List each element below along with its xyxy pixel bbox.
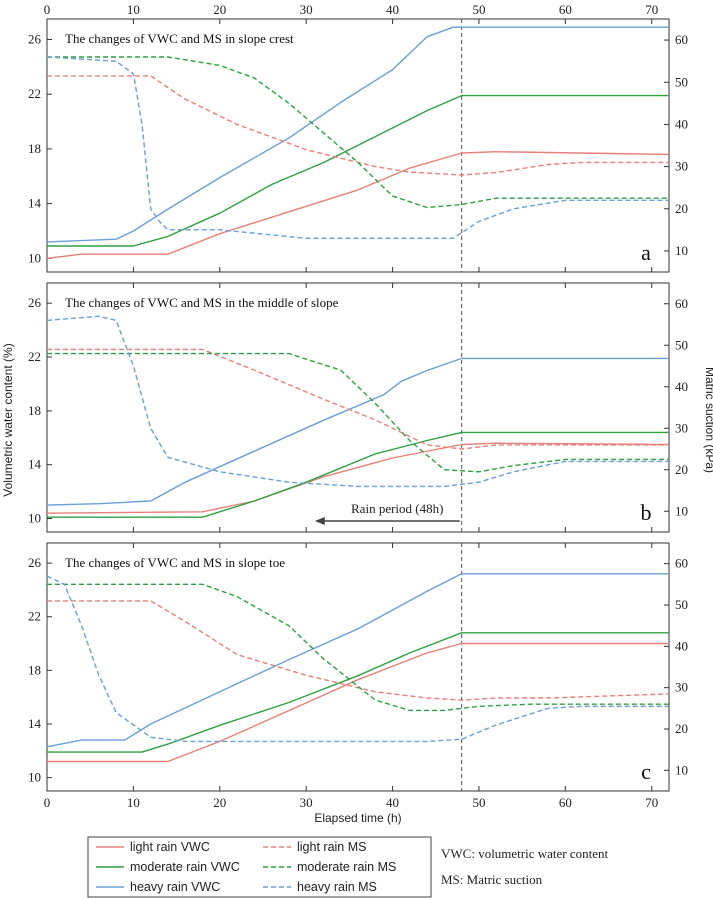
x-tick-label-top: 50 <box>472 2 485 17</box>
y-right-tick-label: 50 <box>675 337 688 352</box>
series-line-lightVWC <box>47 642 669 763</box>
series-line-lightMS <box>47 600 670 701</box>
series-line-lightMS <box>47 348 669 450</box>
x-tick-label: 10 <box>127 795 140 810</box>
x-tick-label: 60 <box>559 795 572 810</box>
x-tick-label: 0 <box>44 795 51 810</box>
x-tick-label-top: 10 <box>127 2 140 17</box>
legend: light rain VWC light rain MS moderate rain… <box>87 836 432 898</box>
y-right-tick-label: 60 <box>675 556 688 571</box>
y-right-tick-label: 10 <box>675 503 688 518</box>
chart-panels: 0 10 20 30 40 50 60 701014182226102030405060The… <box>28 2 688 810</box>
y-right-tick-label: 60 <box>675 32 688 47</box>
y-right-tick-label: 30 <box>675 680 688 695</box>
series-line-modVWC <box>47 632 669 753</box>
note-vwc: VWC: volumetric water content <box>441 846 609 861</box>
x-tick-label-top: 30 <box>300 2 313 17</box>
y-left-tick-label: 14 <box>28 196 42 211</box>
legend-label-lightMS: light rain MS <box>297 840 366 854</box>
series-line-heavyVWC <box>46 26 669 243</box>
y-right-tick-label: 30 <box>675 159 688 174</box>
y-right-tick-label: 60 <box>675 296 688 311</box>
y-left-tick-label: 14 <box>28 716 42 731</box>
y-left-tick-label: 10 <box>28 511 41 526</box>
legend-box <box>87 836 432 898</box>
x-axis-label: Elapsed time (h) <box>314 811 401 825</box>
x-tick-label-top: 60 <box>559 2 572 17</box>
x-tick-label: 30 <box>300 795 313 810</box>
y-right-tick-label: 20 <box>675 721 688 736</box>
arrow-head-icon <box>314 517 325 525</box>
panel-c: 0 10 20 30 40 50 60 701014182226102030405060The… <box>28 542 688 810</box>
series-line-modVWC <box>47 94 669 247</box>
y-left-tick-label: 10 <box>28 250 41 265</box>
panel-letter: c <box>641 759 651 784</box>
y-right-tick-label: 20 <box>675 462 688 477</box>
panel-title: The changes of VWC and MS in the middle … <box>65 295 339 310</box>
panel-title: The changes of VWC and MS in slope toe <box>65 555 285 570</box>
series-line-lightVWC <box>46 442 670 514</box>
series-line-heavyMS <box>46 315 669 488</box>
series-line-heavyVWC <box>46 357 669 506</box>
x-tick-label-top: 0 <box>44 2 51 17</box>
x-tick-label: 40 <box>386 795 399 810</box>
y-right-tick-label: 40 <box>675 116 688 131</box>
y-right-tick-label: 40 <box>675 379 688 394</box>
y-left-tick-label: 18 <box>28 662 41 677</box>
series-line-lightMS <box>47 75 669 176</box>
y-left-tick-label: 26 <box>28 32 42 47</box>
panel-b: 10 14 18 22 26 10 20 30 40 50 60 The changes of VWC… <box>28 282 688 533</box>
series-line-heavyVWC <box>46 573 669 748</box>
panel-frame <box>46 282 670 533</box>
panel-letter: a <box>641 240 651 265</box>
y-right-axis-label: Matric suction (kPa) <box>703 367 713 473</box>
series-line-lightVWC <box>46 150 670 259</box>
y-left-tick-label: 22 <box>28 86 41 101</box>
panel-letter: b <box>641 500 652 525</box>
x-tick-label: 50 <box>472 795 485 810</box>
x-tick-label-top: 20 <box>213 2 226 17</box>
x-tick-label: 70 <box>645 795 658 810</box>
legend-label-lightVWC: light rain VWC <box>130 840 210 854</box>
legend-label-heavyMS: heavy rain MS <box>297 880 377 894</box>
y-right-tick-label: 30 <box>675 420 688 435</box>
note-ms: MS: Matric suction <box>441 872 543 887</box>
series-line-modMS <box>47 56 669 209</box>
x-tick-label-top: 40 <box>386 2 399 17</box>
legend-label-modMS: moderate rain MS <box>297 860 396 874</box>
legend-label-modVWC: moderate rain VWC <box>130 860 240 874</box>
series-line-heavyMS <box>46 56 669 240</box>
series-line-heavyMS <box>46 575 669 743</box>
y-left-tick-label: 22 <box>28 349 41 364</box>
panel-a: 0 10 20 30 40 50 60 70 10 14 18 22 26 10 20 30 40 50 60 The… <box>28 2 688 273</box>
y-right-tick-label: 20 <box>675 201 688 216</box>
panel-title: The changes of VWC and MS in slope crest <box>65 31 294 46</box>
y-left-axis-label: Volumetric water content (%) <box>1 343 15 496</box>
y-left-tick-label: 14 <box>28 457 42 472</box>
legend-label-heavyVWC: heavy rain VWC <box>130 880 220 894</box>
y-right-tick-label: 50 <box>675 74 688 89</box>
y-right-tick-label: 10 <box>675 762 688 777</box>
y-left-tick-label: 18 <box>28 141 41 156</box>
rain-period-label: Rain period (48h) <box>351 501 443 516</box>
y-right-tick-label: 40 <box>675 638 688 653</box>
series-line-modMS <box>47 352 669 473</box>
panel-frame <box>46 18 670 273</box>
y-left-tick-label: 18 <box>28 403 41 418</box>
panel-frame <box>46 542 670 792</box>
series-line-modVWC <box>47 431 669 518</box>
y-left-tick-label: 10 <box>28 770 41 785</box>
x-tick-label: 20 <box>213 795 226 810</box>
series-line-modMS <box>47 583 669 712</box>
x-tick-label-top: 70 <box>645 2 658 17</box>
y-left-tick-label: 26 <box>28 295 42 310</box>
y-right-tick-label: 50 <box>675 597 688 612</box>
y-left-tick-label: 26 <box>28 555 42 570</box>
y-right-tick-label: 10 <box>675 243 688 258</box>
y-left-tick-label: 22 <box>28 609 41 624</box>
